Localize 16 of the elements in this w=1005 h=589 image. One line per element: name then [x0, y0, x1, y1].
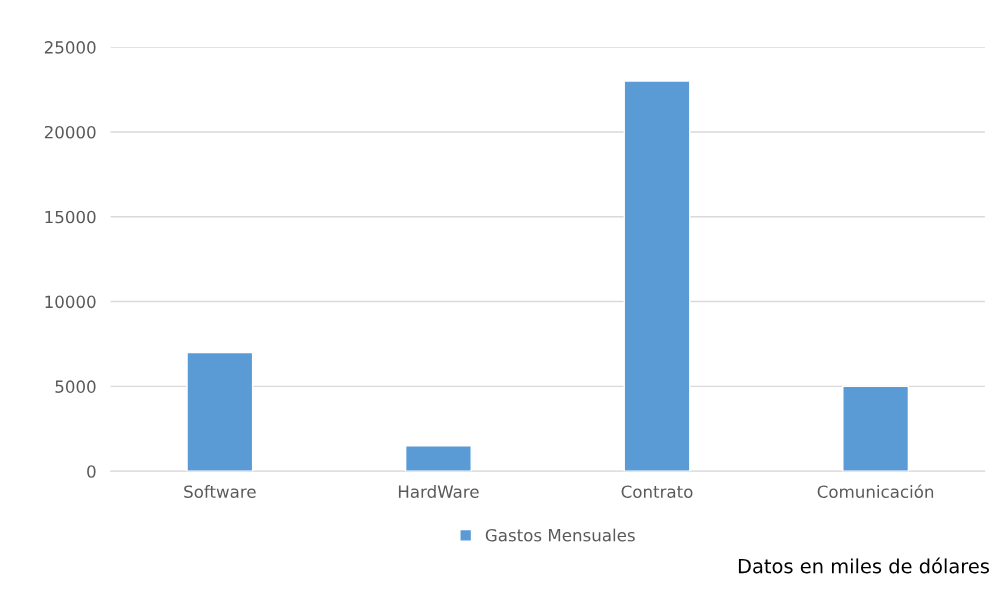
y-tick-label: 5000: [55, 380, 96, 393]
legend-label: Gastos Mensuales: [485, 528, 635, 542]
bar: [842, 385, 910, 472]
bar: [404, 445, 472, 472]
text: Datos en miles de dólares: [738, 557, 989, 574]
x-tick-label: Software: [184, 485, 256, 498]
y-tick-label: 15000: [45, 210, 96, 224]
x-tick-label: HardWare: [398, 485, 479, 498]
x-tick-label: Comunicación: [817, 484, 934, 498]
bar: [186, 351, 254, 472]
y-tick-label: 25000: [44, 41, 96, 54]
y-tick-label: 10000: [45, 295, 96, 309]
x-tick-label: Contrato: [621, 485, 693, 498]
y-tick-label: 0: [87, 465, 96, 478]
bar: [623, 80, 691, 472]
y-tick-label: 20000: [44, 125, 96, 139]
